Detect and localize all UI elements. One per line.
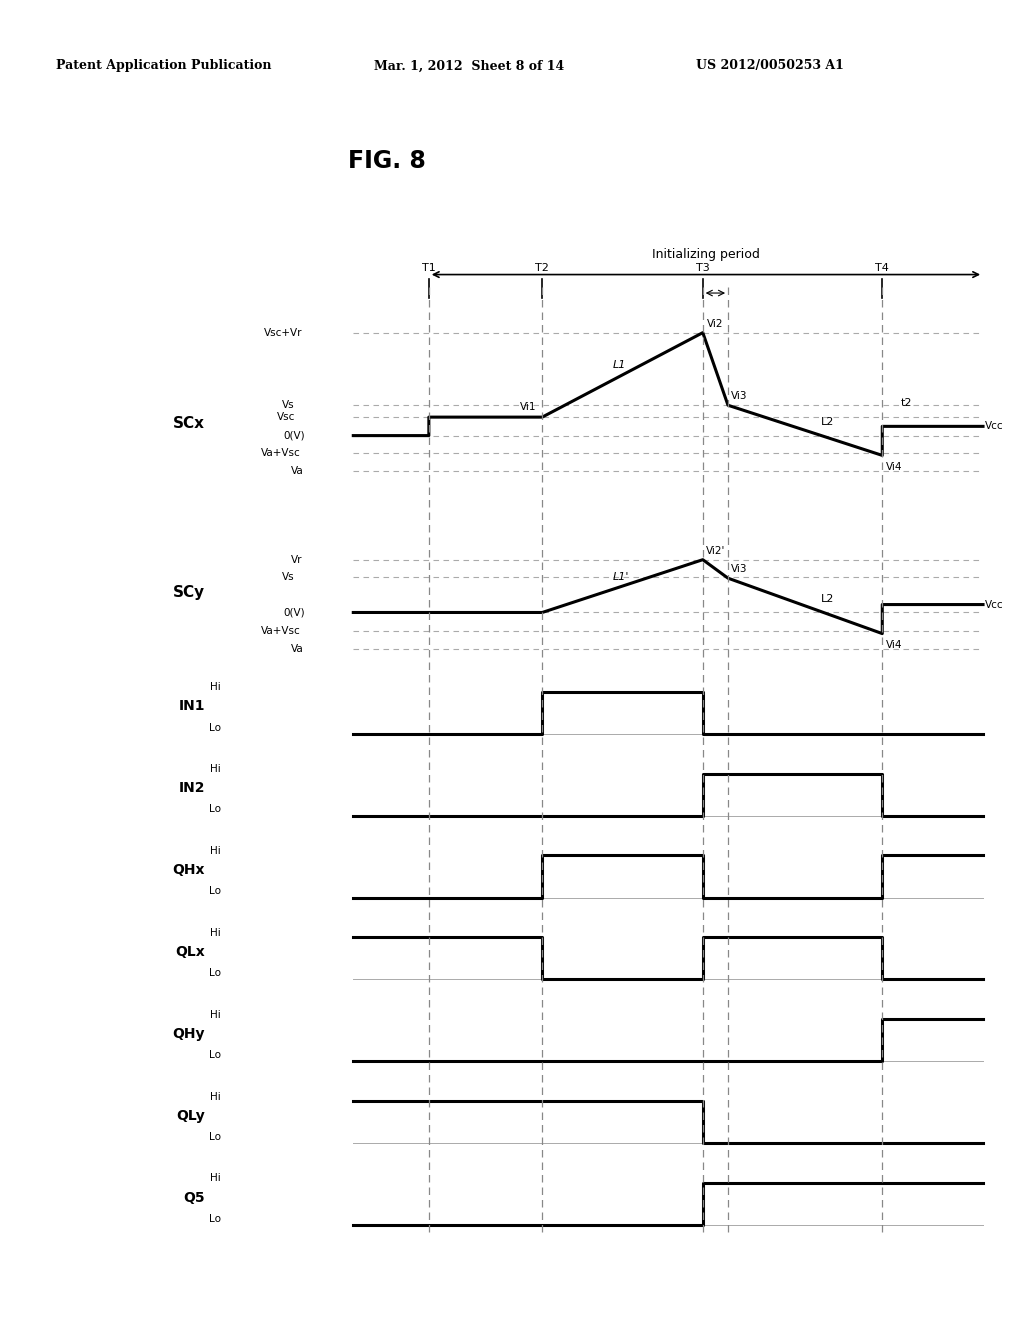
Text: Vs: Vs	[283, 400, 295, 411]
Text: Va: Va	[292, 644, 304, 655]
Text: Vcc: Vcc	[985, 599, 1004, 610]
Text: SCx: SCx	[173, 416, 205, 432]
Text: Q5: Q5	[183, 1191, 205, 1205]
Text: Vsc: Vsc	[276, 412, 295, 422]
Text: Vi4: Vi4	[887, 640, 903, 651]
Text: Vi3: Vi3	[731, 564, 748, 574]
Text: Vsc+Vr: Vsc+Vr	[263, 327, 302, 338]
Text: 0(V): 0(V)	[284, 430, 305, 441]
Text: Vi2: Vi2	[707, 318, 723, 329]
Text: Lo: Lo	[209, 722, 221, 733]
Text: Vi2': Vi2'	[706, 545, 725, 556]
Text: L2: L2	[820, 417, 834, 428]
Text: QLy: QLy	[176, 1109, 205, 1123]
Text: QHy: QHy	[172, 1027, 205, 1041]
Text: Va+Vsc: Va+Vsc	[261, 447, 301, 458]
Text: Lo: Lo	[209, 886, 221, 896]
Text: Lo: Lo	[209, 1131, 221, 1142]
Text: Hi: Hi	[211, 682, 221, 693]
Text: L1: L1	[612, 359, 626, 370]
Text: Vcc: Vcc	[985, 421, 1004, 432]
Text: QLx: QLx	[175, 945, 205, 960]
Text: Vi4: Vi4	[887, 462, 903, 473]
Text: SCy: SCy	[173, 585, 205, 601]
Text: Hi: Hi	[211, 764, 221, 775]
Text: Hi: Hi	[211, 846, 221, 857]
Text: t2: t2	[901, 397, 912, 408]
Text: Mar. 1, 2012  Sheet 8 of 14: Mar. 1, 2012 Sheet 8 of 14	[374, 59, 564, 73]
Text: T3: T3	[696, 263, 710, 273]
Text: Vs: Vs	[283, 572, 295, 582]
Text: Hi: Hi	[211, 1010, 221, 1020]
Text: Initializing period: Initializing period	[652, 248, 760, 261]
Text: Patent Application Publication: Patent Application Publication	[56, 59, 271, 73]
Text: Hi: Hi	[211, 1173, 221, 1184]
Text: Lo: Lo	[209, 1049, 221, 1060]
Text: Lo: Lo	[209, 968, 221, 978]
Text: IN1: IN1	[178, 700, 205, 714]
Text: Hi: Hi	[211, 928, 221, 939]
Text: L2: L2	[820, 594, 834, 605]
Text: 0(V): 0(V)	[284, 607, 305, 618]
Text: Lo: Lo	[209, 1213, 221, 1224]
Text: T4: T4	[876, 263, 889, 273]
Text: US 2012/0050253 A1: US 2012/0050253 A1	[696, 59, 844, 73]
Text: Va: Va	[292, 466, 304, 477]
Text: L1': L1'	[612, 572, 629, 582]
Text: T2: T2	[536, 263, 549, 273]
Text: QHx: QHx	[172, 863, 205, 878]
Text: Vr: Vr	[291, 554, 302, 565]
Text: Va+Vsc: Va+Vsc	[261, 626, 301, 636]
Text: Vi3: Vi3	[731, 391, 748, 401]
Text: FIG. 8: FIG. 8	[348, 149, 426, 173]
Text: IN2: IN2	[178, 781, 205, 796]
Text: Hi: Hi	[211, 1092, 221, 1102]
Text: Lo: Lo	[209, 804, 221, 814]
Text: Vi1: Vi1	[519, 401, 537, 412]
Text: T1: T1	[422, 263, 436, 273]
